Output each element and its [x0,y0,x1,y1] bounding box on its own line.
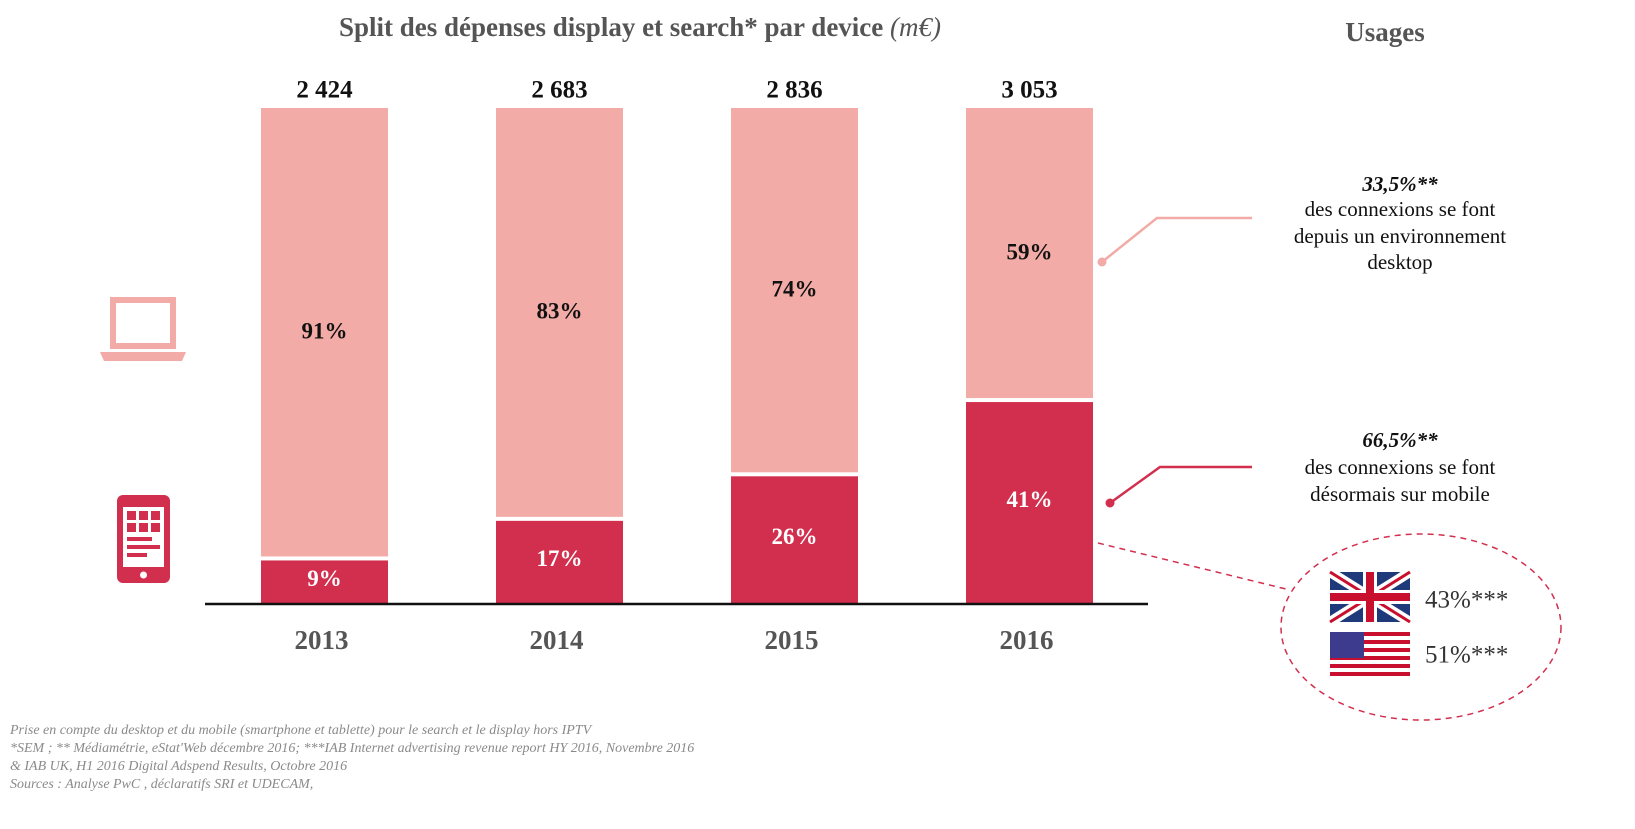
annotation-line: des connexions se font [1305,197,1496,221]
bar-segment [496,520,623,603]
footnote: Sources : Analyse PwC , déclaratifs SRI … [10,777,313,792]
value-label: 9% [307,566,342,591]
x-tick-label: 2015 [765,625,819,655]
value-label: 59% [1007,239,1053,264]
x-tick-label: 2013 [295,625,349,655]
connector [1097,216,1562,721]
phone-icon [117,495,170,583]
bar-segment [966,108,1093,399]
bar-segment [261,108,388,557]
value-label: 17% [537,546,583,571]
x-tick-label: 2014 [530,625,584,655]
total-label: 2 836 [766,77,822,104]
total-label: 2 424 [296,77,353,104]
side-title: Usages [1345,17,1425,47]
chart-title: Split des dépenses display et search* pa… [339,12,941,42]
footnote: & IAB UK, H1 2016 Digital Adspend Result… [10,759,347,774]
bar-segment [966,402,1093,603]
bar-segment [261,560,388,603]
value-label: 91% [302,319,348,344]
bar-segment [731,476,858,603]
annotation-line: des connexions se font [1305,455,1496,479]
annotation-value: 66,5%** [1362,428,1438,452]
country-value: 43%*** [1425,587,1508,614]
uk-flag [1327,567,1413,627]
title-unit: (m€) [890,12,941,42]
country-value: 51%*** [1425,642,1508,669]
laptop-icon [100,297,186,361]
bar-segment [496,108,623,517]
value-label: 26% [772,524,818,549]
annotation-value: 33,5%** [1361,172,1438,196]
total-label: 3 053 [1001,77,1057,104]
x-tick-label: 2016 [1000,625,1054,655]
footnote: *SEM ; ** Médiamétrie, eStat'Web décembr… [10,741,694,756]
value-label: 74% [772,276,818,301]
annotation-line: désormais sur mobile [1310,482,1490,506]
annotation-line: desktop [1367,250,1432,274]
us-flag [1330,632,1410,680]
total-label: 2 683 [531,77,587,104]
value-label: 83% [537,299,583,324]
annotation-line: depuis un environnement [1294,224,1506,248]
title-text: Split des dépenses display et search* pa… [339,12,883,42]
value-label: 41% [1007,487,1053,512]
bar-segment [731,108,858,473]
footnote: Prise en compte du desktop et du mobile … [9,723,593,738]
